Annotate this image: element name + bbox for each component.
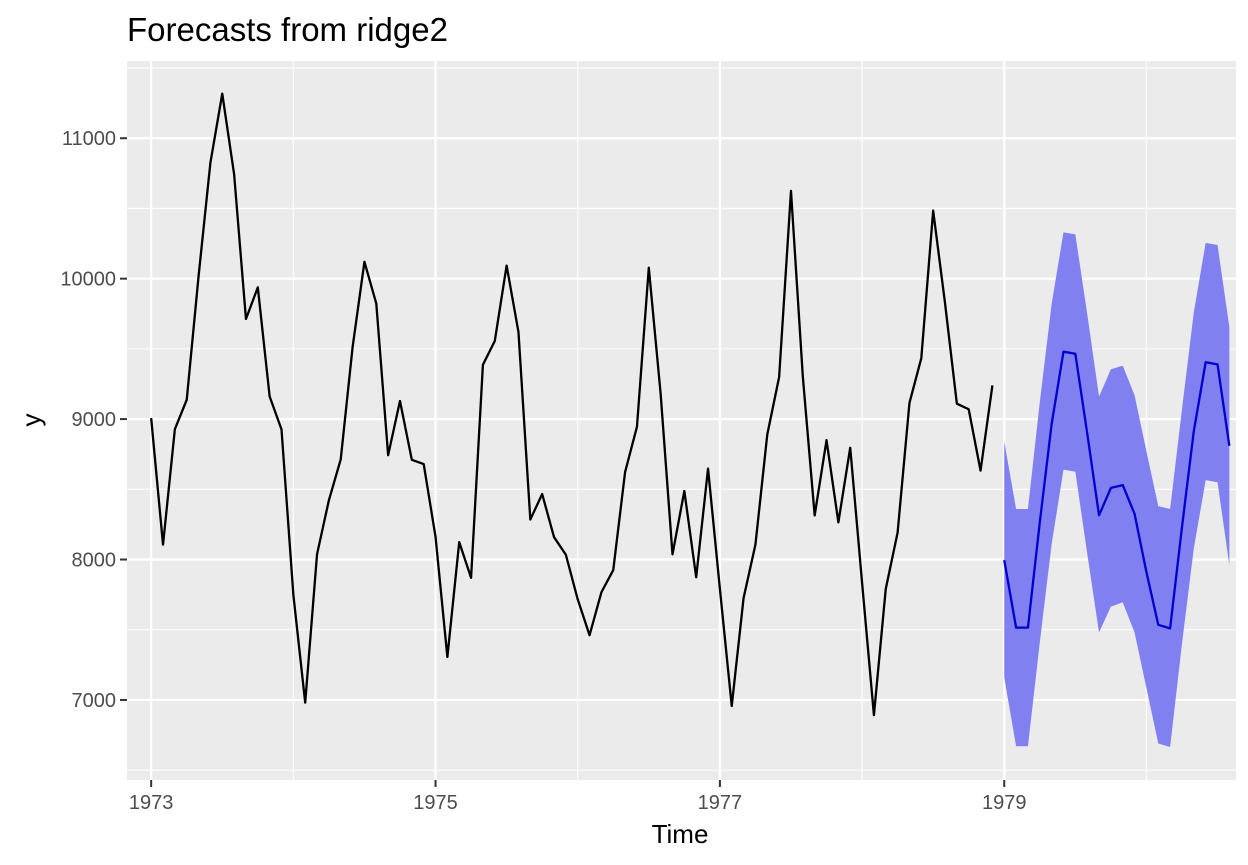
- axis-ticks: 7000 8000 9000 10000 11000 1973 1975 1977 1979: [60, 128, 1026, 814]
- chart-title: Forecasts from ridge2: [127, 11, 448, 48]
- interval-layer: [1004, 232, 1230, 747]
- grid-layer: [127, 61, 1236, 780]
- x-tick-label: 1979: [982, 792, 1027, 814]
- y-tick-label: 11000: [62, 128, 116, 150]
- x-axis-title: Time: [652, 819, 709, 849]
- history-series-line: [150, 92, 994, 717]
- y-tick-label: 7000: [72, 690, 117, 712]
- y-tick-label: 9000: [72, 409, 117, 431]
- y-tick-label: 10000: [60, 269, 116, 291]
- x-tick-label: 1975: [413, 792, 458, 814]
- y-axis-title: y: [16, 414, 46, 427]
- lines-layer: [150, 92, 1231, 717]
- x-tick-label: 1977: [698, 792, 743, 814]
- y-tick-label: 8000: [72, 550, 117, 572]
- forecast-mean-line: [1003, 350, 1231, 630]
- prediction-interval-band: [1004, 232, 1230, 747]
- x-tick-label: 1973: [129, 792, 174, 814]
